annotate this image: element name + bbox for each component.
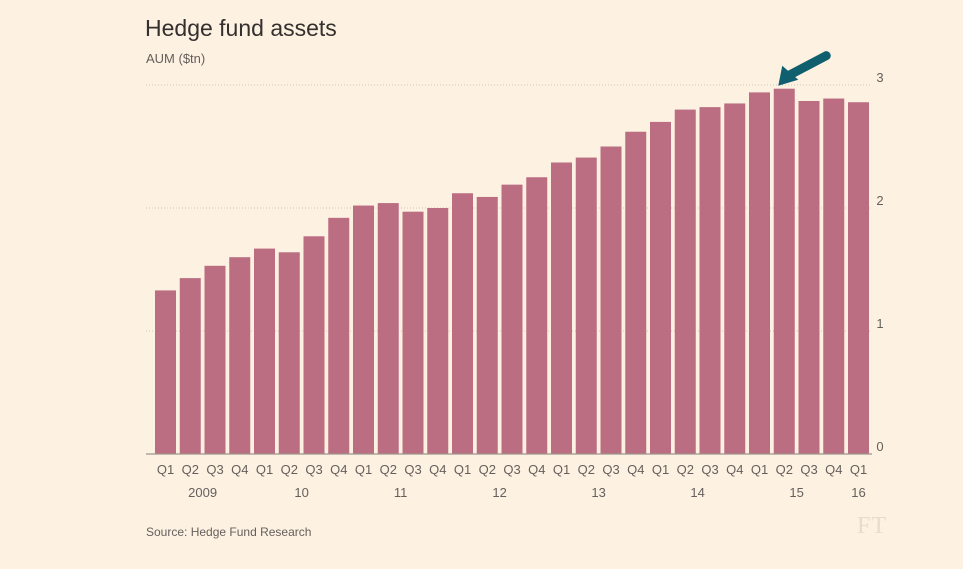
x-tick-label: Q3: [404, 462, 421, 477]
x-tick-label: Q4: [726, 462, 743, 477]
x-year-label: 10: [294, 485, 308, 500]
x-tick-label: Q4: [231, 462, 248, 477]
x-tick-label: Q3: [800, 462, 817, 477]
bar: [179, 278, 201, 454]
chart-title: Hedge fund assets: [145, 15, 337, 41]
x-tick-label: Q1: [157, 462, 174, 477]
bar: [328, 217, 350, 454]
x-tick-label: Q1: [553, 462, 570, 477]
x-tick-label: Q2: [380, 462, 397, 477]
bar: [526, 177, 548, 454]
bar: [155, 290, 176, 454]
source-note: Source: Hedge Fund Research: [146, 525, 312, 539]
x-tick-label: Q1: [355, 462, 372, 477]
x-tick-label: Q2: [479, 462, 496, 477]
annotation-arrow-shaft: [783, 51, 831, 81]
bar: [773, 88, 795, 454]
x-tick-label: Q3: [701, 462, 718, 477]
x-year-label: 16: [851, 485, 865, 500]
chart-subtitle: AUM ($tn): [146, 51, 206, 66]
bar: [254, 248, 275, 454]
bar: [377, 203, 399, 454]
x-year-label: 12: [492, 485, 506, 500]
bar: [848, 102, 869, 454]
bar: [303, 236, 325, 454]
x-tick-label: Q2: [281, 462, 298, 477]
y-tick-label: 2: [876, 193, 883, 208]
bar: [674, 109, 696, 454]
x-tick-label: Q2: [776, 462, 793, 477]
x-tick-label: Q1: [850, 462, 867, 477]
x-tick-label: Q4: [330, 462, 347, 477]
ft-logo: FT: [857, 513, 888, 539]
x-tick-label: Q2: [182, 462, 199, 477]
x-year-label: 11: [394, 485, 408, 500]
x-tick-label: Q4: [825, 462, 842, 477]
x-tick-label: Q3: [602, 462, 619, 477]
x-year-label: 14: [690, 485, 704, 500]
bar: [476, 196, 498, 454]
bar: [402, 211, 424, 454]
bar: [204, 265, 226, 454]
bar: [575, 157, 597, 454]
x-tick-label: Q1: [256, 462, 273, 477]
x-tick-label: Q1: [652, 462, 669, 477]
x-tick-label: Q1: [751, 462, 768, 477]
x-year-label: 2009: [188, 485, 217, 500]
y-tick-label: 0: [876, 439, 883, 454]
bar: [749, 92, 770, 454]
bar: [501, 184, 523, 454]
y-tick-label: 1: [876, 316, 883, 331]
bar: [427, 208, 449, 454]
x-tick-label: Q3: [206, 462, 223, 477]
x-tick-label: Q4: [429, 462, 446, 477]
bar: [798, 100, 820, 455]
x-year-label: 13: [591, 485, 605, 500]
bar: [452, 193, 473, 455]
bar: [600, 146, 622, 454]
bar: [823, 98, 845, 454]
x-tick-label: Q2: [578, 462, 595, 477]
y-tick-label: 3: [876, 70, 883, 85]
annotation-arrow-head: [778, 65, 799, 86]
x-tick-label: Q4: [627, 462, 644, 477]
bar: [724, 103, 746, 454]
bar: [699, 107, 721, 454]
x-tick-label: Q1: [454, 462, 471, 477]
bar: [650, 121, 671, 455]
x-tick-label: Q3: [305, 462, 322, 477]
bar: [229, 257, 251, 454]
bar: [278, 252, 300, 454]
x-year-label: 15: [789, 485, 803, 500]
bar: [551, 162, 572, 455]
x-tick-label: Q3: [503, 462, 520, 477]
x-tick-label: Q2: [677, 462, 694, 477]
bar: [625, 131, 647, 455]
x-tick-label: Q4: [528, 462, 545, 477]
bar: [353, 205, 374, 454]
